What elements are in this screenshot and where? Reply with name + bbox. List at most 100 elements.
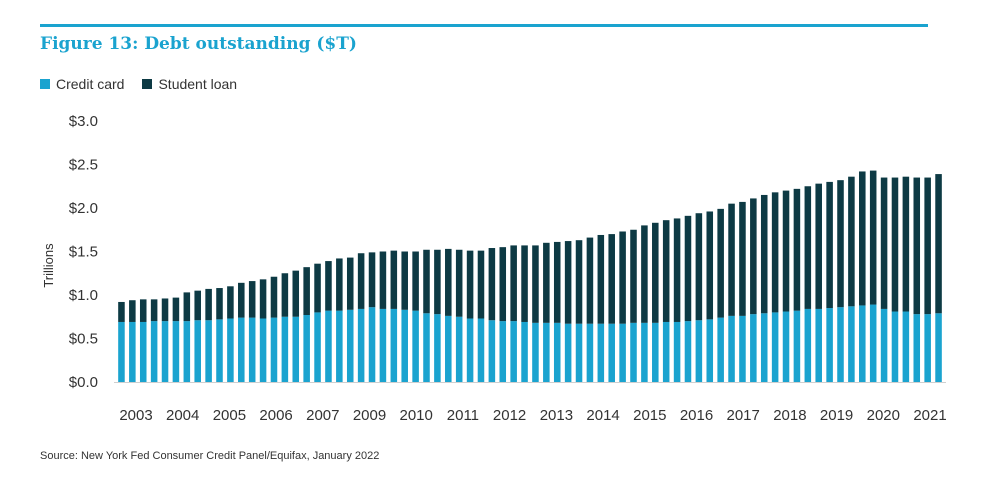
bar-credit-card [129,321,136,382]
x-tick-label: 2012 [493,407,526,424]
bar-student-loan [455,249,463,317]
bar-student-loan [804,186,812,309]
bar-student-loan [532,245,539,323]
bar-student-loan [325,261,332,311]
bar-credit-card [412,310,419,382]
bar-credit-card [401,309,408,382]
bar-credit-card [466,318,474,382]
x-tick-label: 2015 [633,407,666,424]
bar-student-loan [379,251,387,309]
bar-student-loan [662,220,670,322]
bar-credit-card [532,322,539,382]
bar-student-loan [303,267,310,316]
bar-credit-card [379,308,387,382]
bar-credit-card [118,321,125,382]
bar-credit-card [216,319,223,382]
bar-student-loan [826,181,833,309]
bar-student-loan [368,252,376,308]
bar-student-loan [728,203,735,316]
bar-student-loan [880,177,888,309]
y-tick-label: $2.0 [69,200,98,217]
bar-credit-card [303,315,310,382]
legend-label-student-loan: Student loan [158,76,238,92]
bar-credit-card [826,308,833,382]
bar-student-loan [270,276,278,318]
bar-student-loan [227,286,234,319]
y-tick-label: $3.0 [69,113,98,130]
y-tick-label: $0.5 [69,331,98,348]
bar-credit-card [586,323,594,382]
bar-credit-card [346,309,354,382]
x-tick-label: 2010 [400,407,433,424]
bar-credit-card [455,316,463,382]
bar-credit-card [368,307,376,382]
bar-credit-card [499,321,507,382]
bar-credit-card [521,321,528,382]
bar-credit-card [575,323,583,382]
bar-credit-card [880,308,888,382]
bar-student-loan [608,234,615,324]
bar-student-loan [150,299,158,322]
top-rule [40,24,928,27]
bar-student-loan [434,249,441,315]
bar-student-loan [423,249,430,314]
y-tick-label: $2.5 [69,157,98,174]
legend-item-student-loan: Student loan [142,76,237,92]
bar-credit-card [902,311,910,382]
x-tick-label: 2013 [540,407,573,424]
bar-credit-card [390,308,398,382]
bar-student-loan [695,213,703,321]
y-tick-label: $1.0 [69,287,98,304]
bar-credit-card [336,310,343,382]
bar-student-loan [564,241,572,324]
bar-credit-card [891,311,899,382]
bar-credit-card [837,307,844,382]
bar-credit-card [771,312,779,382]
bar-student-loan [652,222,659,323]
bar-student-loan [760,194,768,314]
bar-student-loan [739,201,746,316]
x-tick-label: 2007 [306,407,339,424]
y-axis-label: Trillions [41,243,56,288]
bar-student-loan [357,253,365,309]
bar-credit-card [488,320,496,382]
bar-student-loan [390,250,398,309]
bar-student-loan [292,270,300,317]
bar-credit-card [728,315,735,382]
bar-credit-card [553,322,561,382]
x-tick-label: 2005 [213,407,246,424]
bar-credit-card [662,321,670,382]
bar-credit-card [859,305,866,382]
bar-credit-card [161,321,169,382]
bar-student-loan [281,273,289,317]
x-tick-label: 2018 [773,407,806,424]
bar-student-loan [216,288,223,320]
legend: Credit card Student loan [40,76,255,92]
bar-student-loan [314,263,321,313]
bar-student-loan [597,234,605,324]
bar-credit-card [706,319,714,382]
bar-credit-card [477,318,485,382]
bar-credit-card [194,320,201,382]
bar-credit-card [543,322,550,382]
bar-student-loan [129,300,136,322]
bar-student-loan [575,240,583,324]
bar-credit-card [270,317,278,382]
bar-student-loan [902,176,910,312]
x-tick-label: 2017 [727,407,760,424]
bar-credit-card [597,323,605,382]
bar-credit-card [445,315,452,382]
bar-credit-card [673,321,681,382]
x-tick-label: 2004 [166,407,199,424]
x-tick-label: 2014 [586,407,619,424]
x-tick-label: 2016 [680,407,713,424]
source-note: Source: New York Fed Consumer Credit Pan… [40,450,380,462]
bar-credit-card [760,313,768,382]
bar-credit-card [848,306,855,382]
bar-student-loan [139,299,147,322]
bar-credit-card [423,313,430,382]
bar-credit-card [793,310,801,382]
bar-student-loan [238,282,245,318]
y-tick-label: $0.0 [69,374,98,391]
